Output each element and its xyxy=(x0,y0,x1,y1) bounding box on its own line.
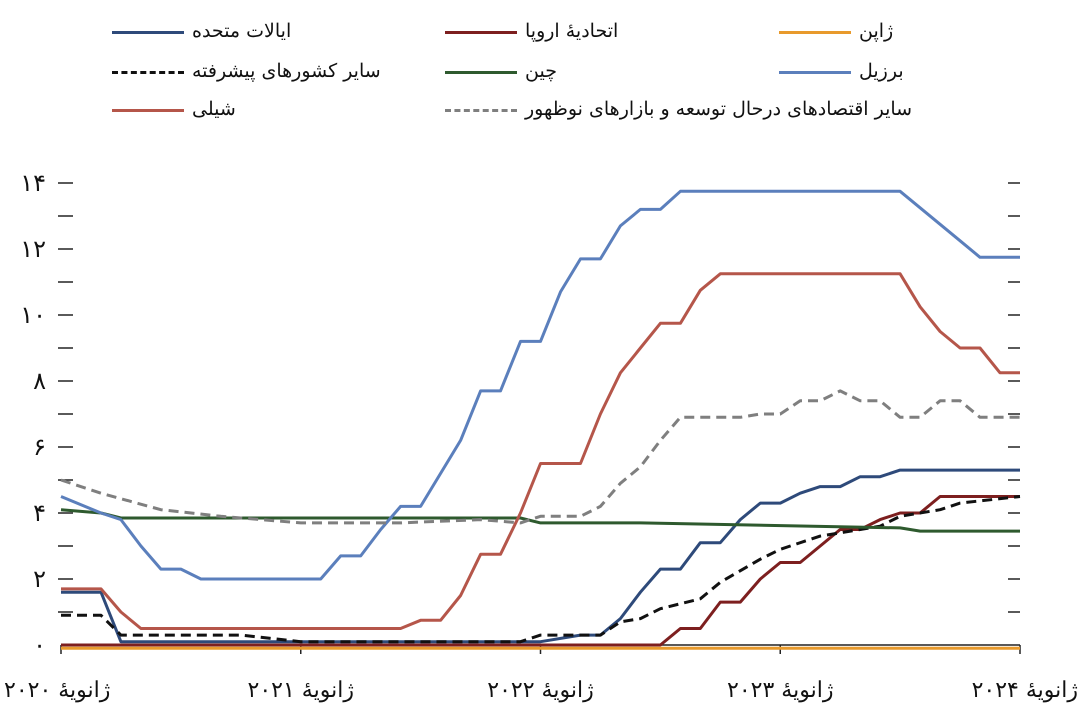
legend-entry-us: ایالات متحده xyxy=(112,16,342,46)
legend-swatch-china xyxy=(445,71,517,74)
series-line-0 xyxy=(61,468,1020,644)
y-tick-label-6: ۱۲ xyxy=(20,235,46,263)
series-line-1 xyxy=(61,495,1020,647)
y-tick-label-2: ۴ xyxy=(33,499,46,527)
x-tick-label-3: ژانویهٔ ۲۰۲۳ xyxy=(727,678,833,703)
legend-label-japan: ژاپن xyxy=(859,20,894,42)
x-tick-label-0: ژانویهٔ ۲۰۲۰ xyxy=(4,678,110,703)
y-tick-label-0: ۰ xyxy=(33,631,46,659)
legend-entry-japan: ژاپن xyxy=(779,16,939,46)
series-line-3 xyxy=(61,495,1021,644)
legend-swatch-us xyxy=(112,31,184,34)
series-line-6 xyxy=(61,272,1020,630)
chart-lines xyxy=(60,189,1021,650)
legend-label-us: ایالات متحده xyxy=(192,20,292,42)
legend-swatch-other-emerging xyxy=(445,109,517,112)
series-line-7 xyxy=(60,389,1020,525)
legend-label-other-emerging: سایر اقتصادهای درحال توسعه و بازارهای نو… xyxy=(525,98,913,120)
legend-swatch-chile xyxy=(112,109,184,112)
legend-label-eu: اتحادیهٔ اروپا xyxy=(525,20,619,42)
legend-swatch-brazil xyxy=(779,71,851,74)
legend-entry-eu: اتحادیهٔ اروپا xyxy=(445,16,675,46)
legend-swatch-eu xyxy=(445,31,517,34)
legend-label-china: چین xyxy=(525,60,557,82)
legend-entry-brazil: برزیل xyxy=(779,56,939,86)
x-tick-label-4: ژانویهٔ ۲۰۲۴ xyxy=(972,678,1078,703)
y-tick-label-7: ۱۴ xyxy=(20,169,46,197)
legend-entry-other-advanced: سایر کشورهای پیشرفته xyxy=(112,56,412,86)
legend-label-other-advanced: سایر کشورهای پیشرفته xyxy=(192,60,381,82)
legend-swatch-japan xyxy=(779,31,851,34)
legend-entry-other-emerging: سایر اقتصادهای درحال توسعه و بازارهای نو… xyxy=(445,94,965,124)
chart-axes xyxy=(58,182,1021,654)
y-tick-label-1: ۲ xyxy=(33,565,46,593)
legend-entry-chile: شیلی xyxy=(112,94,312,124)
x-tick-label-2: ژانویهٔ ۲۰۲۲ xyxy=(487,678,593,703)
chart-tick-labels: ۰ ۲ ۴ ۶ ۸ ۱۰ ۱۲ ۱۴ ژانویهٔ ۲۰۲۰ ژانویهٔ ۲۰۲۱ ژانوی… xyxy=(4,169,1078,703)
x-tick-label-1: ژانویهٔ ۲۰۲۱ xyxy=(248,678,354,703)
legend-label-brazil: برزیل xyxy=(859,60,904,82)
y-tick-label-5: ۱۰ xyxy=(20,301,46,329)
legend-label-chile: شیلی xyxy=(192,98,236,120)
y-tick-label-4: ۸ xyxy=(33,367,46,395)
legend-entry-china: چین xyxy=(445,56,645,86)
legend-swatch-other-advanced xyxy=(112,71,184,74)
series-line-5 xyxy=(60,189,1020,581)
y-tick-label-3: ۶ xyxy=(33,433,46,461)
